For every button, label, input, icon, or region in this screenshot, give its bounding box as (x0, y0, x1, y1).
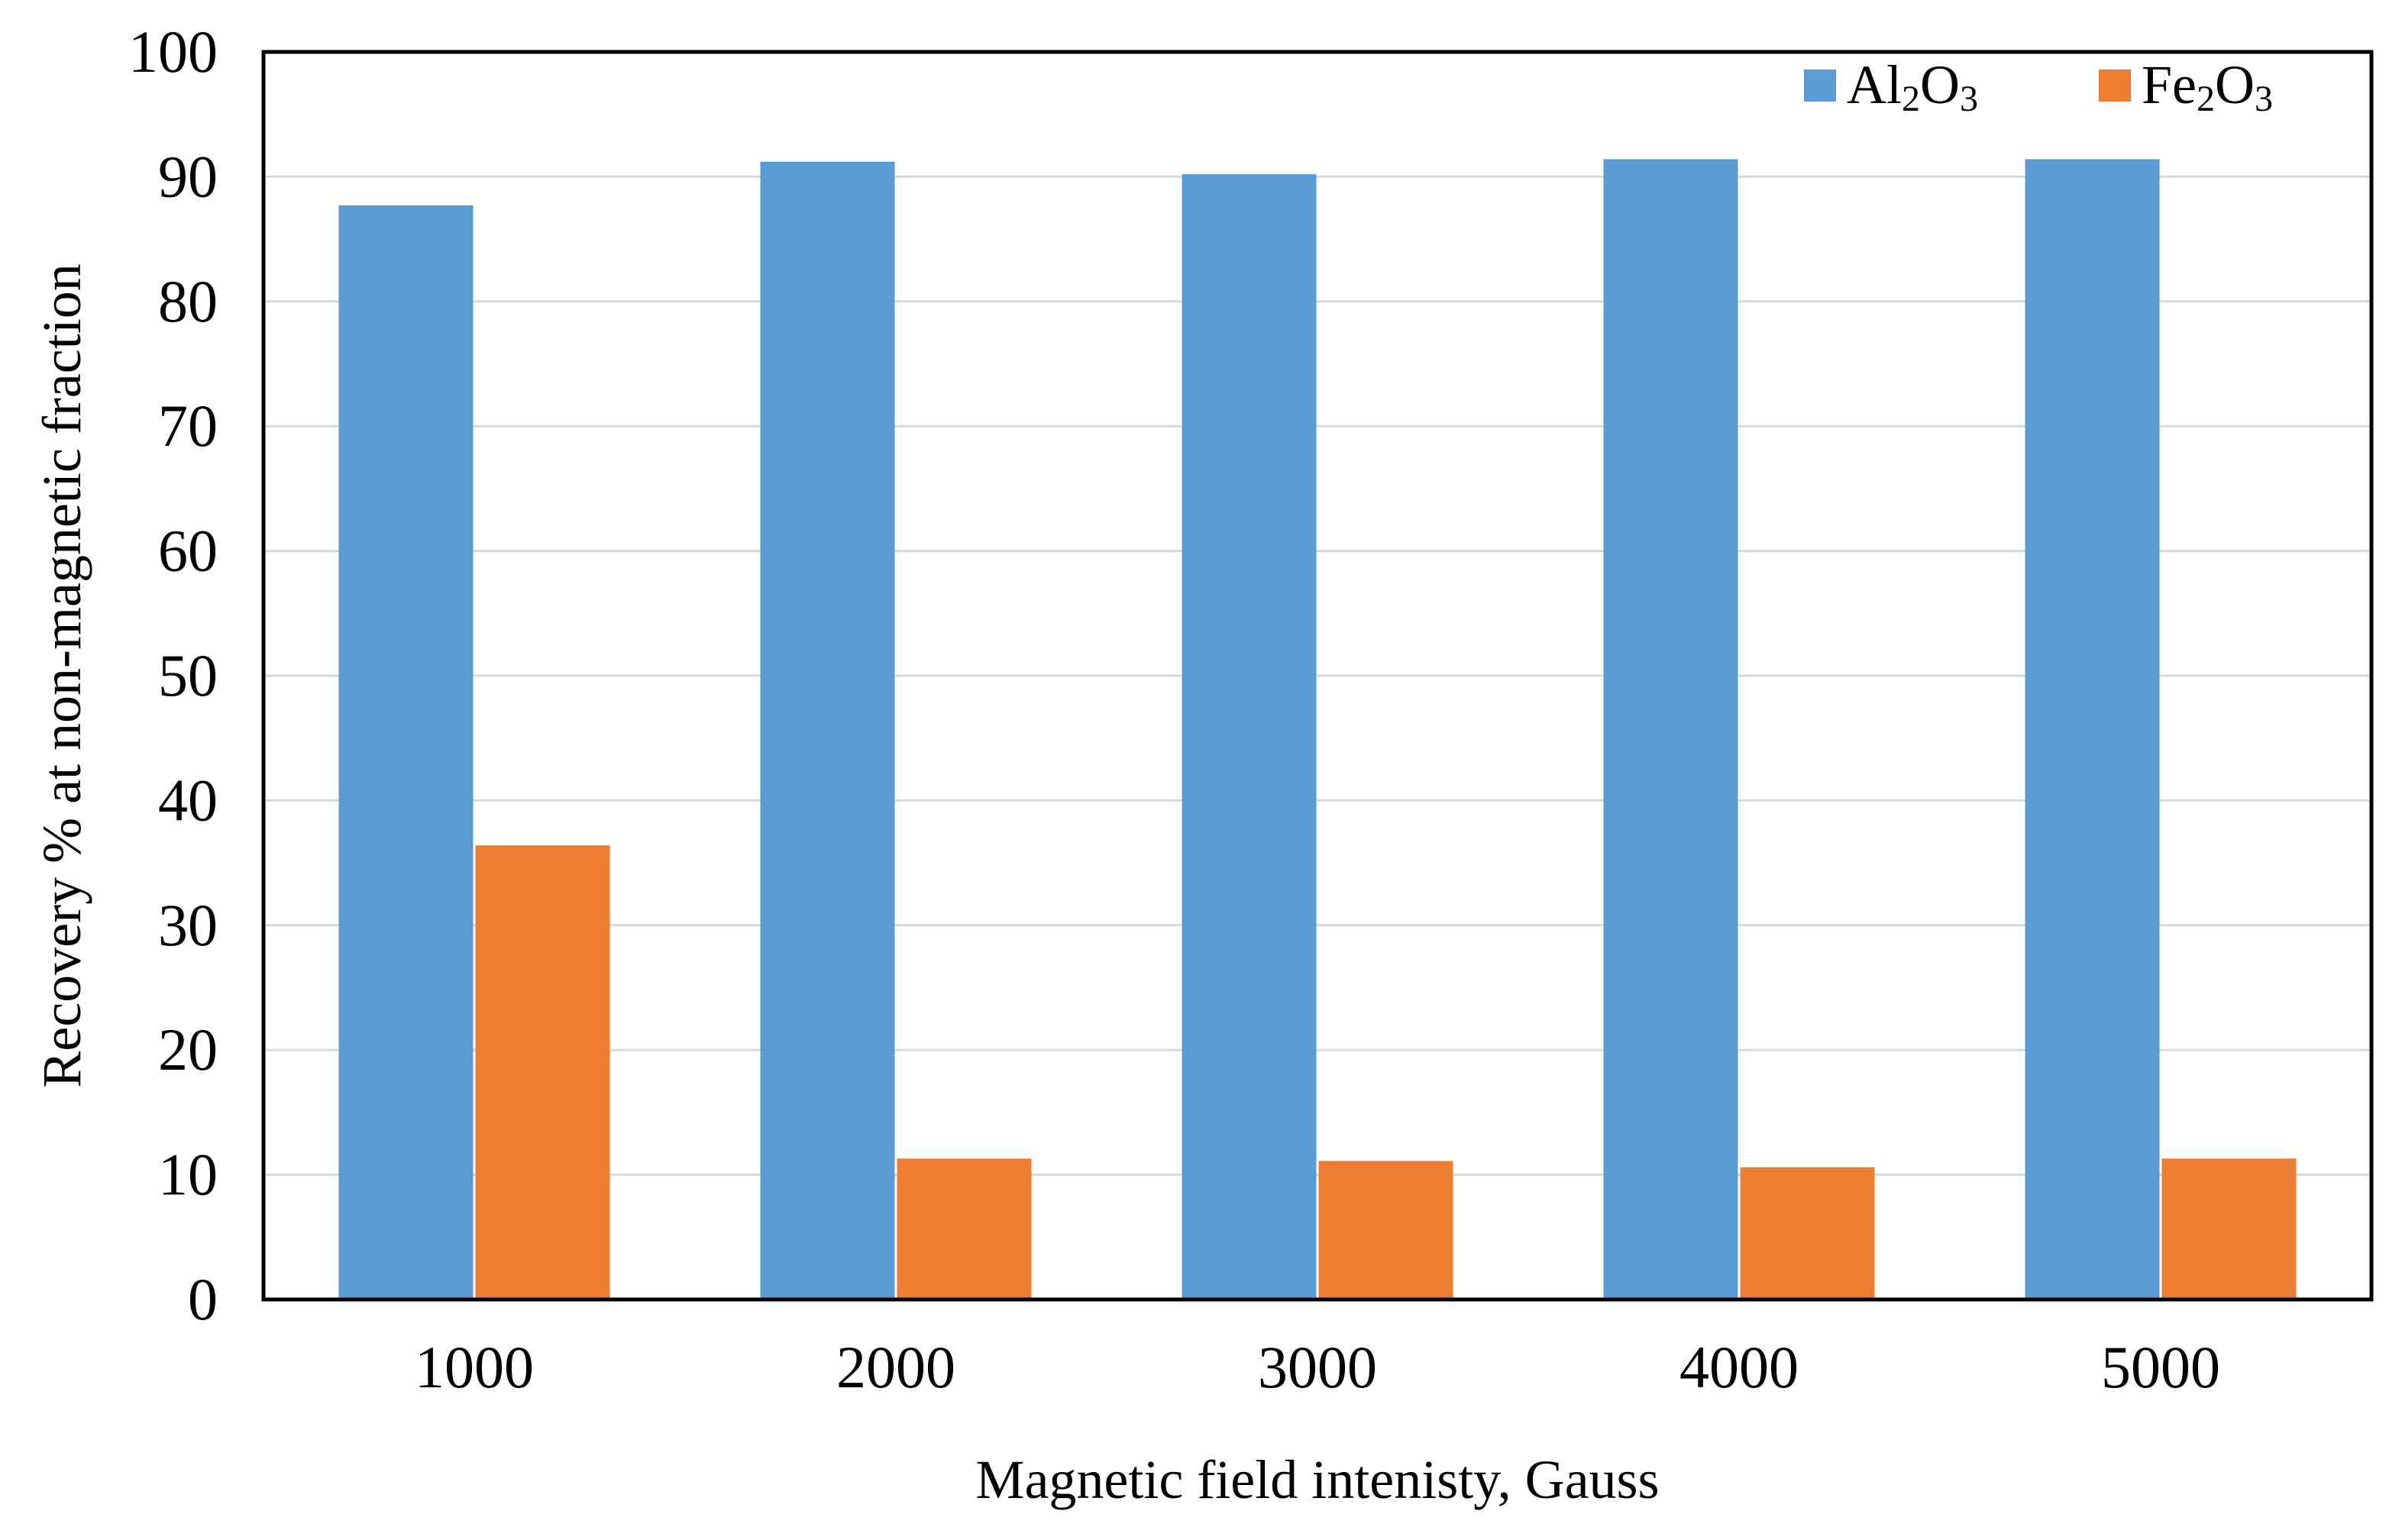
x-tick-label: 2000 (836, 1334, 955, 1400)
legend-swatch (2099, 69, 2131, 102)
x-axis-ticks: 1000 2000 3000 4000 5000 (415, 1334, 2220, 1400)
y-tick-label: 20 (158, 1016, 218, 1083)
y-tick-label: 80 (158, 268, 218, 334)
y-tick-label: 70 (158, 392, 218, 459)
bar-al2o3-3000 (1182, 174, 1317, 1300)
x-tick-label: 4000 (1679, 1334, 1799, 1400)
bar-fe2o3-4000 (1740, 1167, 1875, 1299)
x-tick-label: 1000 (415, 1334, 534, 1400)
y-tick-label: 0 (188, 1266, 218, 1332)
x-axis-title: Magnetic field intenisty, Gauss (975, 1449, 1659, 1510)
bar-fe2o3-2000 (897, 1158, 1032, 1299)
plot-frame (261, 50, 2374, 1302)
bar-fe2o3-1000 (475, 845, 610, 1299)
bars (338, 159, 2297, 1300)
y-tick-label: 10 (158, 1141, 218, 1208)
y-tick-label: 30 (158, 892, 218, 958)
legend-item-fe2o3: Fe2O3 (2099, 54, 2273, 119)
legend-label: Fe2O3 (2142, 54, 2273, 119)
bar-fe2o3-3000 (1318, 1161, 1453, 1299)
y-tick-label: 100 (128, 18, 218, 85)
bar-al2o3-5000 (2025, 159, 2160, 1299)
y-tick-label: 60 (158, 518, 218, 584)
y-tick-label: 50 (158, 642, 218, 709)
bar-al2o3-1000 (338, 205, 474, 1300)
y-axis-title: Recovery % at non-magnetic fraction (31, 263, 92, 1088)
legend-item-al2o3: Al2O3 (1804, 54, 1978, 119)
y-tick-label: 40 (158, 767, 218, 833)
bar-al2o3-4000 (1603, 159, 1738, 1299)
y-tick-label: 90 (158, 143, 218, 209)
bar-fe2o3-5000 (2161, 1158, 2297, 1299)
x-tick-label: 5000 (2101, 1334, 2220, 1400)
legend-label: Al2O3 (1847, 54, 1978, 119)
y-axis-ticks: 0 10 20 30 40 50 60 70 80 90 100 (128, 18, 218, 1332)
bar-al2o3-2000 (760, 161, 895, 1300)
x-tick-label: 3000 (1258, 1334, 1377, 1400)
legend: Al2O3 Fe2O3 (1804, 54, 2273, 119)
legend-swatch (1804, 69, 1836, 102)
gridlines (263, 175, 2371, 1177)
